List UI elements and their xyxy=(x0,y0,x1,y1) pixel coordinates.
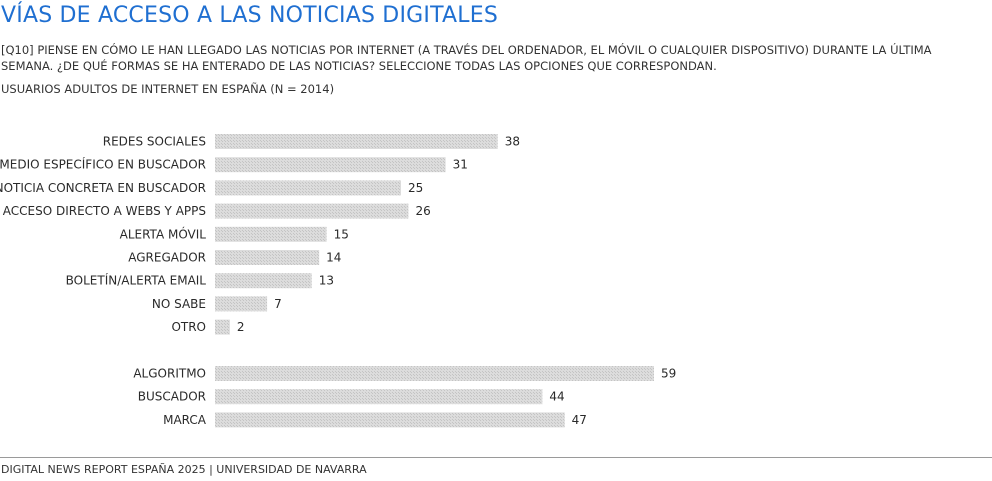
category-label: ALGORITMO xyxy=(133,367,206,381)
chart-title: VÍAS DE ACCESO A LAS NOTICIAS DIGITALES xyxy=(1,3,498,28)
category-label: REDES SOCIALES xyxy=(103,135,206,149)
category-label: MARCA xyxy=(163,413,207,427)
category-label: NOTICIA CONCRETA EN BUSCADOR xyxy=(0,181,206,195)
value-label: 26 xyxy=(415,204,430,218)
bar xyxy=(215,296,268,312)
value-label: 2 xyxy=(237,320,245,334)
bar xyxy=(215,180,401,196)
category-label: BOLETÍN/ALERTA EMAIL xyxy=(66,273,207,288)
value-label: 38 xyxy=(505,135,520,149)
bar xyxy=(215,319,230,335)
bar xyxy=(215,226,327,242)
source-footer: DIGITAL NEWS REPORT ESPAÑA 2025 | UNIVER… xyxy=(1,463,367,476)
value-label: 25 xyxy=(408,181,423,195)
category-label: OTRO xyxy=(171,320,206,334)
question-text: [Q10] PIENSE EN CÓMO LE HAN LLEGADO LAS … xyxy=(1,43,932,73)
category-label: NO SABE xyxy=(152,297,206,311)
bar xyxy=(215,389,543,405)
bar xyxy=(215,203,409,219)
value-label: 31 xyxy=(453,158,468,172)
bar xyxy=(215,273,312,289)
bar xyxy=(215,157,446,173)
bar-chart: REDES SOCIALES 38 MEDIO ESPECÍFICO EN BUSC… xyxy=(0,134,676,428)
value-label: 15 xyxy=(334,227,349,241)
value-label: 13 xyxy=(319,274,334,288)
value-label: 7 xyxy=(274,297,282,311)
category-label: ACCESO DIRECTO A WEBS Y APPS xyxy=(3,204,206,218)
category-label: BUSCADOR xyxy=(138,390,206,404)
footer-divider xyxy=(0,457,992,458)
bar xyxy=(215,250,320,265)
value-label: 47 xyxy=(572,413,587,427)
value-label: 59 xyxy=(661,367,676,381)
population-note: USUARIOS ADULTOS DE INTERNET EN ESPAÑA (… xyxy=(1,82,335,96)
value-label: 44 xyxy=(549,390,564,404)
category-label: AGREGADOR xyxy=(128,251,206,265)
bar xyxy=(215,366,654,381)
category-label: MEDIO ESPECÍFICO EN BUSCADOR xyxy=(0,157,206,172)
bars-layer: REDES SOCIALES 38 MEDIO ESPECÍFICO EN BUSC… xyxy=(0,134,676,428)
value-label: 14 xyxy=(326,251,341,265)
bar xyxy=(215,134,498,149)
bar xyxy=(215,412,565,428)
category-label: ALERTA MÓVIL xyxy=(120,226,207,241)
